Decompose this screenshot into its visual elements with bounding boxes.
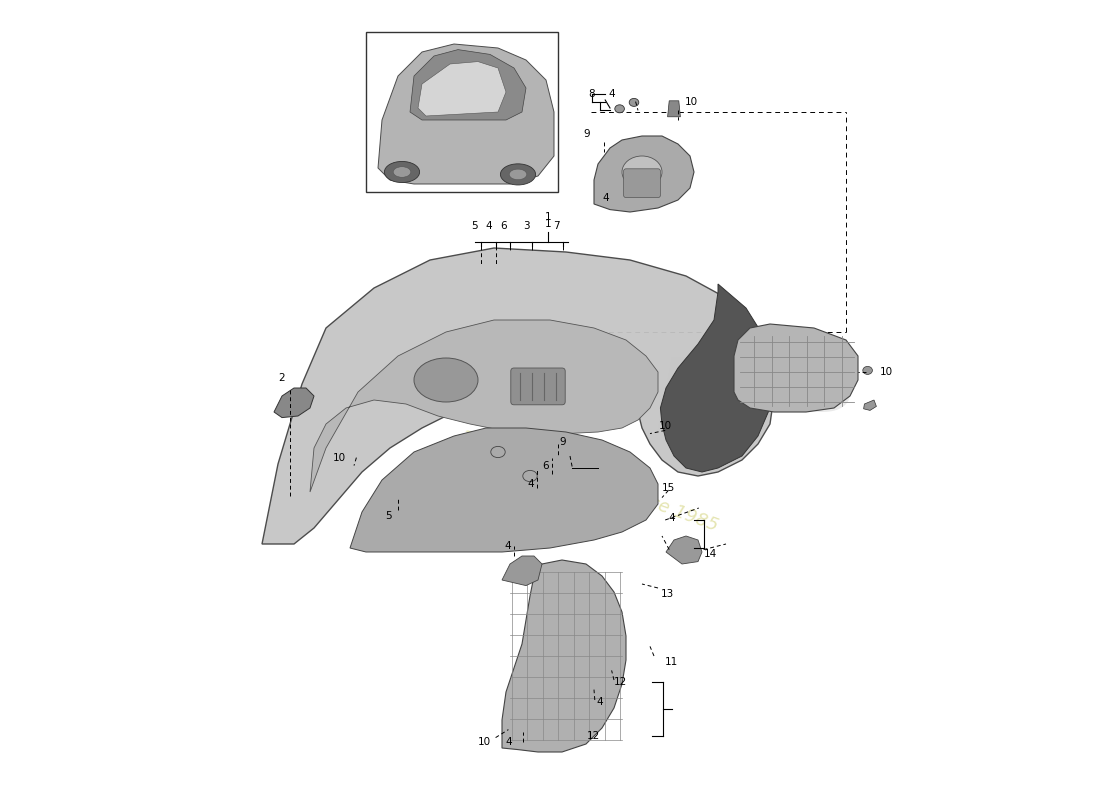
Text: 4: 4	[528, 479, 535, 489]
Text: 11: 11	[664, 657, 678, 666]
Ellipse shape	[500, 164, 536, 185]
Polygon shape	[262, 248, 774, 544]
Text: 2: 2	[278, 373, 285, 382]
Text: 12: 12	[614, 677, 627, 686]
Text: 5: 5	[472, 221, 478, 230]
Polygon shape	[660, 284, 774, 472]
Polygon shape	[594, 136, 694, 212]
Polygon shape	[666, 536, 702, 564]
Text: 5: 5	[385, 511, 392, 521]
Text: 4: 4	[486, 221, 493, 230]
Polygon shape	[502, 556, 542, 586]
Text: 4: 4	[505, 738, 512, 747]
Text: 12: 12	[586, 731, 601, 741]
Text: 14: 14	[704, 549, 717, 558]
Polygon shape	[350, 428, 658, 552]
Text: 15: 15	[662, 483, 675, 493]
Polygon shape	[668, 101, 681, 117]
Text: 10: 10	[659, 421, 672, 430]
Polygon shape	[418, 62, 506, 116]
Polygon shape	[378, 44, 554, 184]
Text: 4: 4	[608, 90, 615, 99]
Text: 9: 9	[583, 130, 590, 139]
Bar	[366, 32, 558, 192]
Text: europes: europes	[402, 335, 858, 433]
Ellipse shape	[629, 98, 639, 106]
Text: 6: 6	[542, 461, 549, 470]
Ellipse shape	[615, 105, 625, 113]
Text: 4: 4	[596, 698, 603, 707]
Ellipse shape	[862, 366, 872, 374]
Polygon shape	[864, 400, 877, 410]
Ellipse shape	[384, 162, 419, 182]
Ellipse shape	[393, 166, 410, 178]
Ellipse shape	[491, 446, 505, 458]
Text: 10: 10	[333, 453, 346, 462]
Text: 4: 4	[603, 194, 609, 203]
Text: 4: 4	[504, 541, 510, 550]
Text: a passion for parts since 1985: a passion for parts since 1985	[459, 425, 720, 535]
Polygon shape	[734, 324, 858, 412]
Text: 8: 8	[588, 90, 595, 99]
Ellipse shape	[509, 169, 527, 180]
Ellipse shape	[522, 470, 537, 482]
Polygon shape	[410, 50, 526, 120]
Text: 10: 10	[684, 98, 697, 107]
Text: 7: 7	[553, 221, 560, 230]
Text: 4: 4	[669, 514, 675, 523]
Polygon shape	[274, 388, 313, 418]
Ellipse shape	[414, 358, 478, 402]
FancyBboxPatch shape	[510, 368, 565, 405]
Text: 3: 3	[522, 221, 529, 230]
FancyBboxPatch shape	[624, 169, 660, 198]
Polygon shape	[310, 320, 658, 492]
Polygon shape	[502, 560, 626, 752]
Text: 9: 9	[560, 437, 566, 446]
Text: 13: 13	[660, 589, 673, 598]
Text: 10: 10	[477, 738, 491, 747]
Text: 1: 1	[546, 212, 552, 222]
Ellipse shape	[621, 156, 662, 188]
Text: 1: 1	[546, 219, 552, 229]
Text: 10: 10	[880, 367, 893, 377]
Text: 6: 6	[500, 221, 507, 230]
